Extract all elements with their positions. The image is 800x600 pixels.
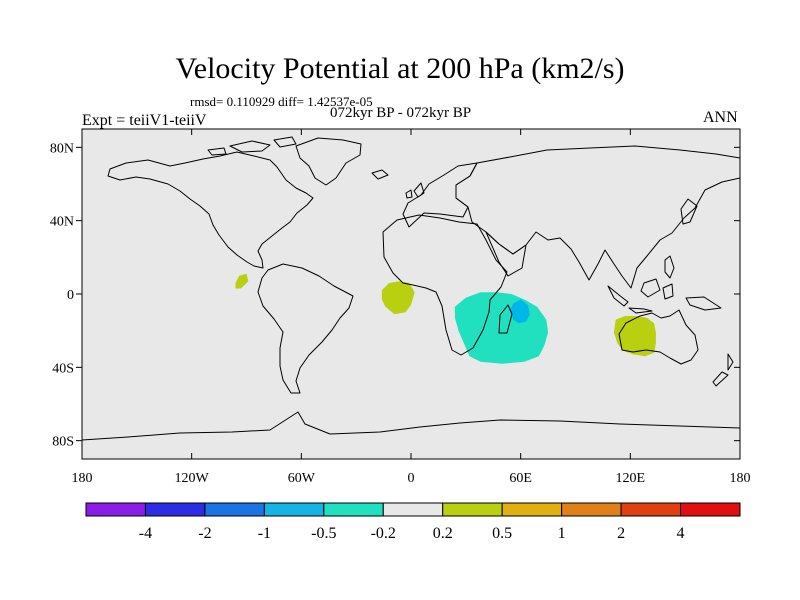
lon-tick-label: 0 [408, 471, 415, 486]
colorbar-label: -4 [139, 525, 152, 542]
colorbar-label: 0.5 [492, 525, 512, 542]
lat-tick-label: 0 [67, 288, 74, 303]
lat-tick-label: 40N [50, 215, 74, 230]
anomaly-central-america [235, 273, 249, 289]
lon-tick-label: 60E [509, 471, 532, 486]
colorbar-label: -1 [258, 525, 271, 542]
coastline-iceland [371, 169, 389, 180]
experiment-label: Expt = teiiV1-teiiV [82, 112, 207, 129]
lon-tick-label: 120W [175, 471, 210, 486]
lon-tick-label: 60W [288, 471, 316, 486]
coastline-arabia [485, 231, 527, 277]
anomaly-south-indian-ocean-core [509, 299, 530, 324]
coastline-south-america [257, 263, 354, 394]
colorbar-swatch [204, 502, 265, 517]
coastline-madagascar [498, 304, 513, 334]
anomaly-gulf-of-guinea [381, 281, 415, 315]
colorbar-swatch [620, 502, 682, 517]
colorbar-label: -2 [198, 525, 211, 542]
colorbar: -4 -2 -1 -0.5 -0.2 0.2 0.5 1 2 4 [85, 502, 741, 542]
colorbar-swatch [263, 502, 325, 517]
coastline-arctic-islands [207, 136, 297, 156]
colorbar-label: 4 [677, 525, 685, 542]
lon-tick-label: 120E [616, 471, 646, 486]
lat-tick-label: 40S [52, 361, 74, 376]
chart-title: Velocity Potential at 200 hPa (km2/s) [175, 52, 625, 85]
colorbar-swatch [85, 502, 146, 517]
coastline-greenland [295, 137, 362, 186]
coastline-philippines [664, 255, 675, 279]
coastline-british-isles [405, 182, 425, 199]
colorbar-swatch [501, 502, 563, 517]
coastline-new-zealand [712, 353, 734, 387]
anomaly-layer [235, 273, 656, 364]
lat-tick-label: 80S [52, 435, 74, 450]
colorbar-swatch [561, 502, 622, 517]
colorbar-label: 0.2 [433, 525, 453, 542]
colorbar-label: 1 [558, 525, 566, 542]
colorbar-swatch [144, 502, 206, 517]
lat-tick-label: 80N [50, 141, 74, 156]
lon-tick-label: 180 [730, 471, 751, 486]
coastline-japan [680, 198, 698, 225]
coastline-africa [382, 214, 508, 356]
season-label: ANN [703, 109, 738, 126]
period-label: 072kyr BP - 072kyr BP [330, 105, 472, 121]
colorbar-swatch [680, 502, 741, 517]
coastline-north-america [107, 151, 314, 269]
coastline-indonesia [607, 278, 722, 314]
coastline-antarctica [82, 411, 740, 441]
colorbar-swatch [382, 502, 444, 517]
colorbar-swatch [442, 502, 503, 517]
stats-line: rmsd= 0.110929 diff= 1.42537e-05 [190, 94, 373, 109]
colorbar-label: 2 [617, 525, 625, 542]
colorbar-swatch [323, 502, 384, 517]
coastline-australia [618, 309, 699, 365]
colorbar-label: -0.2 [371, 525, 396, 542]
axes-layer: 80N 40N 0 40S 80S 180 120W 60W 0 60E 120E 180 [50, 129, 751, 486]
colorbar-label: -0.5 [311, 525, 336, 542]
lon-tick-label: 180 [72, 471, 93, 486]
coastline-layer [82, 136, 740, 441]
